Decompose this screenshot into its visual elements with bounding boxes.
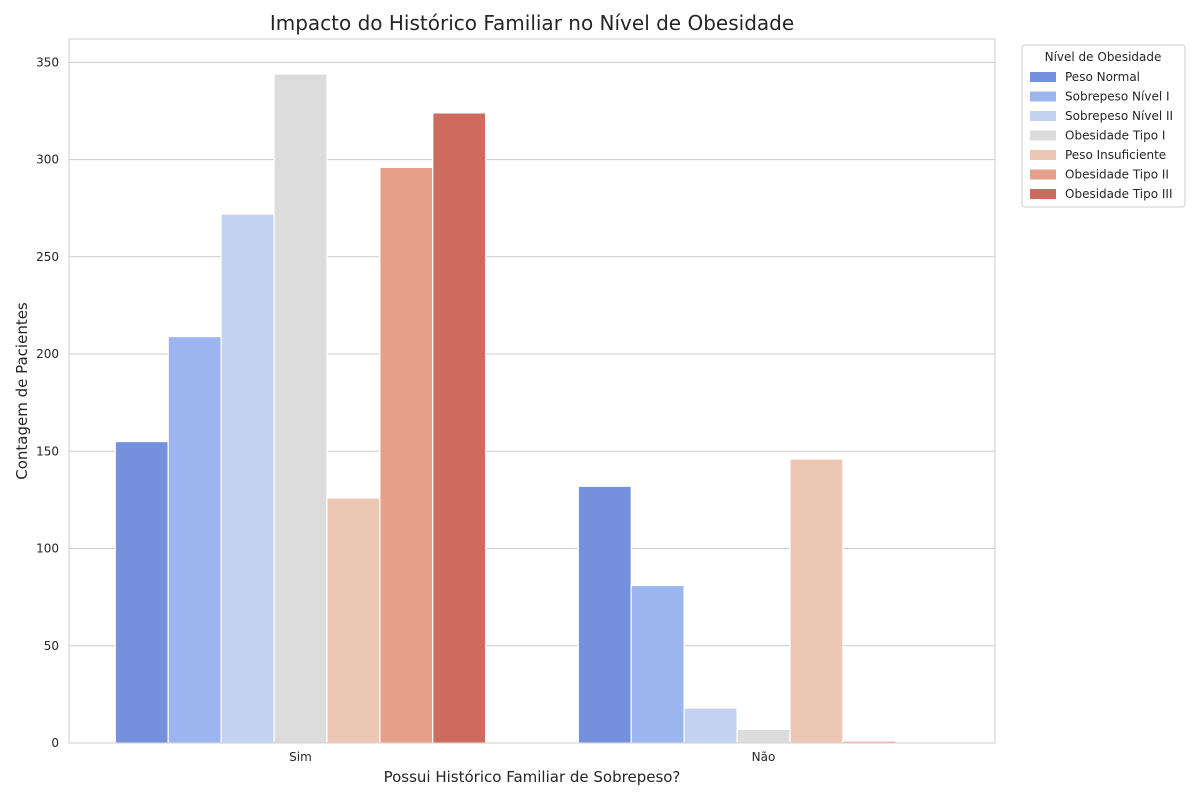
- plot-frame: [68, 38, 996, 744]
- x-tick-labels: Sim Não: [289, 750, 775, 764]
- y-tick-label: 200: [36, 347, 59, 361]
- y-tick-labels: 0 50 100 150 200 250 300 350: [36, 55, 59, 750]
- x-tick-label: Não: [752, 750, 776, 764]
- legend-frame: [1021, 44, 1186, 208]
- y-tick-label: 150: [36, 444, 59, 458]
- legend-items: Peso Normal Sobrepeso Nível I Sobrepeso Ní…: [1030, 70, 1173, 201]
- legend-swatch: [1030, 169, 1056, 180]
- y-tick-label: 100: [36, 542, 59, 556]
- legend-swatch: [1030, 111, 1056, 121]
- y-axis-label: Contagem de Pacientes: [13, 302, 31, 480]
- bars: [114, 73, 897, 744]
- legend-label: Obesidade Tipo I: [1065, 129, 1165, 143]
- legend-label: Sobrepeso Nível II: [1065, 109, 1173, 123]
- y-tick-label: 0: [51, 736, 59, 750]
- bar: [220, 213, 275, 744]
- bar: [379, 166, 434, 744]
- bar: [167, 335, 222, 744]
- y-tick-label: 250: [36, 250, 59, 264]
- legend-label: Obesidade Tipo II: [1065, 168, 1169, 182]
- bar: [683, 707, 738, 744]
- bar: [736, 728, 791, 744]
- bar: [630, 584, 685, 744]
- bar: [326, 497, 381, 744]
- legend-title: Nível de Obesidade: [1045, 50, 1162, 64]
- y-tick-label: 50: [44, 639, 59, 653]
- legend: Nível de Obesidade Peso Normal Sobrepeso …: [1021, 44, 1186, 208]
- bar: [114, 440, 169, 744]
- y-tick-label: 300: [36, 153, 59, 167]
- legend-label: Sobrepeso Nível I: [1065, 90, 1170, 104]
- x-axis-label: Possui Histórico Familiar de Sobrepeso?: [384, 768, 681, 786]
- legend-swatch: [1030, 150, 1056, 160]
- bar: [432, 112, 487, 744]
- chart-title: Impacto do Histórico Familiar no Nível d…: [270, 11, 794, 35]
- x-tick-label: Sim: [289, 750, 312, 764]
- legend-swatch: [1030, 91, 1056, 102]
- legend-swatch: [1030, 189, 1056, 199]
- legend-label: Obesidade Tipo III: [1065, 187, 1173, 201]
- legend-swatch: [1030, 130, 1056, 141]
- bar: [577, 485, 632, 744]
- bar: [789, 458, 844, 744]
- bar: [273, 73, 328, 744]
- legend-label: Peso Normal: [1065, 70, 1140, 84]
- legend-swatch: [1030, 72, 1056, 82]
- legend-label: Peso Insuficiente: [1065, 148, 1166, 162]
- y-tick-label: 350: [36, 55, 59, 69]
